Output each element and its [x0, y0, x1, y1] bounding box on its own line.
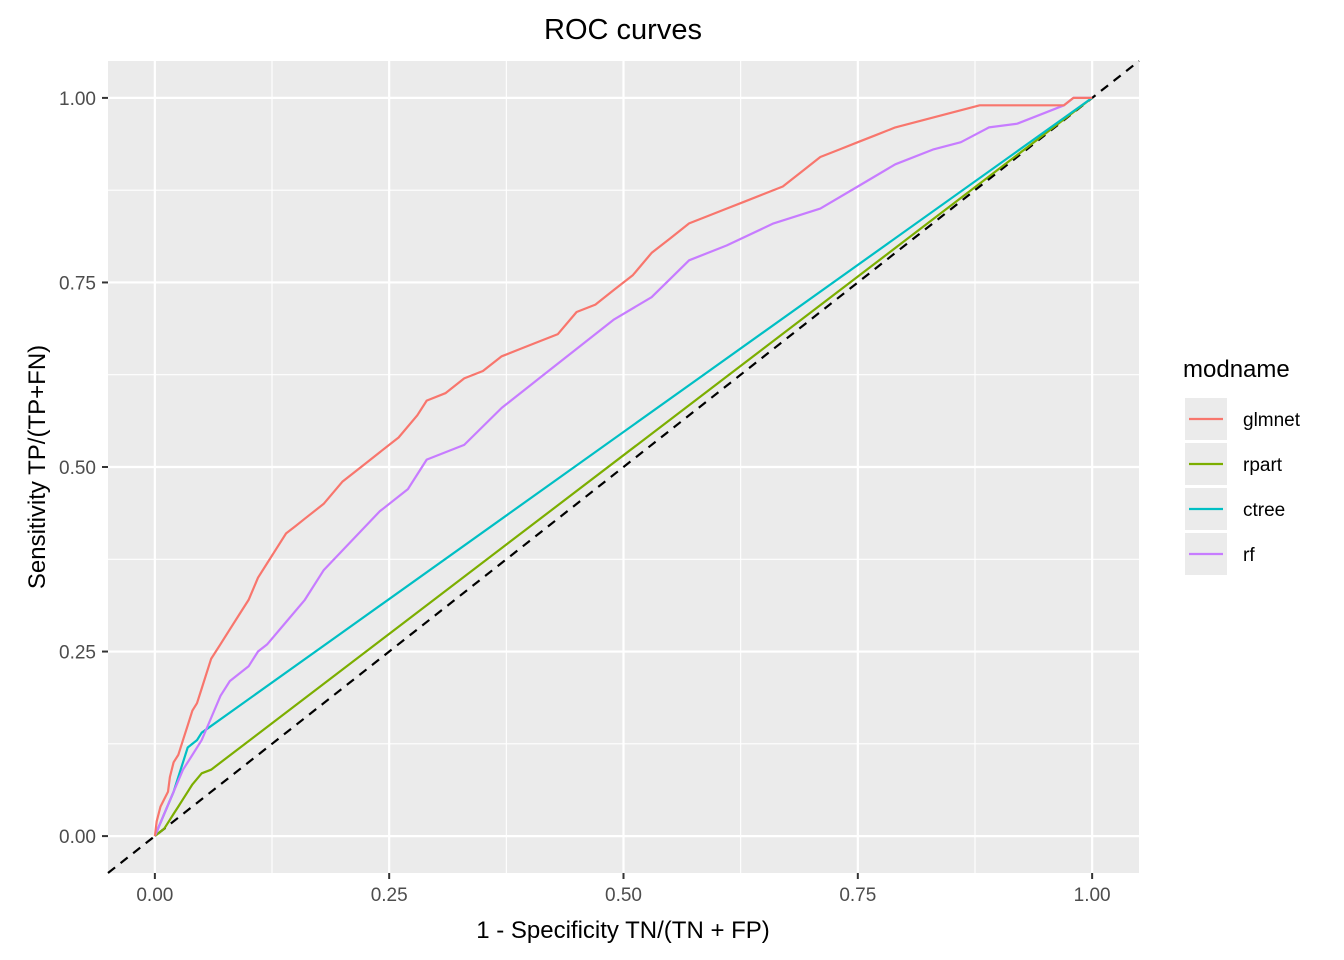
legend-label-glmnet: glmnet — [1243, 410, 1301, 431]
x-axis-title: 1 - Specificity TN/(TN + FP) — [476, 917, 770, 944]
y-axis-ticks: 0.00 0.25 0.50 0.75 1.00 — [59, 89, 108, 848]
legend-label-rpart: rpart — [1243, 455, 1283, 476]
legend-label-rf: rf — [1243, 545, 1255, 566]
series-line-rpart — [154, 97, 1093, 837]
y-tick-label: 0.25 — [59, 643, 96, 664]
reference-line-group — [107, 60, 1140, 874]
plot-title: ROC curves — [544, 14, 702, 46]
y-axis-title: Sensitivity TP/(TP+FN) — [24, 345, 51, 589]
legend-label-ctree: ctree — [1243, 500, 1285, 521]
y-tick-label: 0.75 — [59, 273, 96, 294]
series-line-glmnet — [153, 96, 1093, 837]
series-lines — [153, 96, 1093, 837]
reference-diagonal-line — [107, 60, 1140, 874]
y-tick-label: 0.00 — [59, 827, 96, 848]
x-tick-label: 0.00 — [136, 885, 173, 906]
legend: modname glmnet rpart ctree rf — [1183, 356, 1301, 575]
series-line-rf — [153, 96, 1093, 837]
y-tick-label: 1.00 — [59, 89, 96, 110]
y-tick-label: 0.50 — [59, 458, 96, 479]
x-tick-label: 0.25 — [371, 885, 408, 906]
x-tick-label: 0.75 — [839, 885, 876, 906]
legend-title: modname — [1183, 356, 1290, 383]
x-axis-ticks: 0.00 0.25 0.50 0.75 1.00 — [136, 873, 1111, 906]
x-tick-label: 1.00 — [1074, 885, 1111, 906]
x-tick-label: 0.50 — [605, 885, 642, 906]
